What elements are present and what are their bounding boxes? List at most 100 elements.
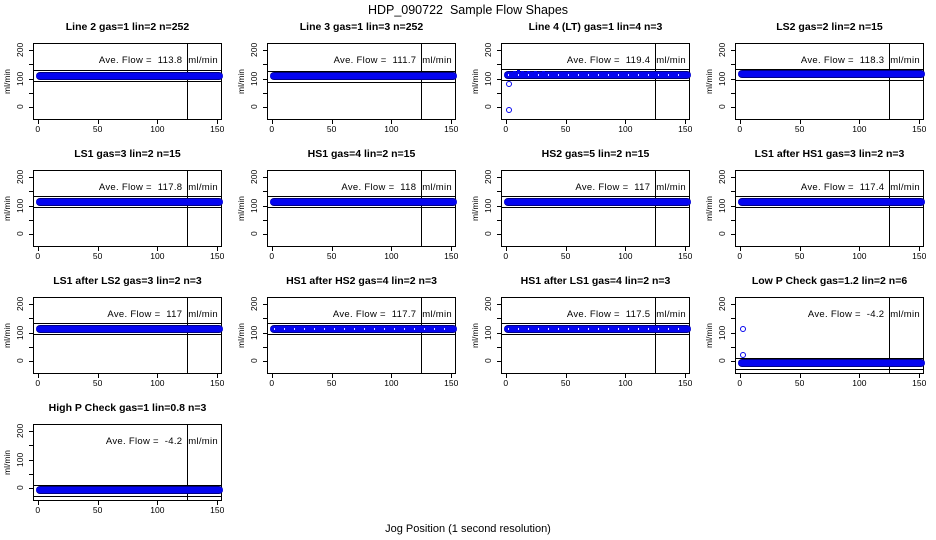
x-tick [97, 247, 99, 251]
x-tick [859, 120, 861, 124]
x-tick [391, 374, 393, 378]
x-tick-label: 100 [150, 378, 165, 388]
y-tick-label: 200 [483, 170, 493, 185]
flow-reference-line [268, 82, 455, 83]
data-band [269, 197, 457, 206]
ave-flow-text: Ave. Flow = 118 ml/min [341, 182, 452, 193]
x-tick [157, 247, 159, 251]
x-tick-label: 100 [618, 124, 633, 134]
above-band-point [521, 70, 525, 73]
flow-reference-line [736, 80, 923, 81]
x-tick-label: 150 [210, 124, 225, 134]
x-tick [799, 120, 801, 124]
flow-reference-line [502, 207, 689, 208]
y-minor-tick [731, 92, 735, 94]
flow-reference-line [34, 496, 221, 497]
y-minor-tick [29, 64, 33, 66]
vertical-reference-line [187, 425, 188, 500]
subplot-title: HS1 after HS2 gas=4 lin=2 n=3 [286, 275, 437, 287]
x-tick-label: 150 [678, 251, 693, 261]
y-axis-label: ml/min [236, 322, 246, 349]
above-band-point [534, 70, 538, 73]
x-tick-label: 100 [384, 378, 399, 388]
y-minor-tick [497, 191, 501, 193]
y-tick [263, 78, 267, 80]
x-tick [37, 247, 39, 251]
above-band-point [527, 70, 531, 73]
y-tick-label: 0 [483, 231, 493, 237]
y-tick-label: 200 [717, 170, 727, 185]
y-tick [731, 332, 735, 334]
plot-box: Ave. Flow = 118.3 ml/min [735, 43, 925, 120]
y-tick-label: 100 [15, 198, 25, 213]
vertical-reference-line [655, 171, 656, 246]
x-tick [685, 374, 687, 378]
x-tick-label: 100 [618, 378, 633, 388]
figure-title: HDP_090722 Sample Flow Shapes [367, 3, 569, 17]
x-tick-label: 150 [912, 378, 927, 388]
x-tick [37, 120, 39, 124]
x-tick [157, 501, 159, 505]
y-tick-label: 0 [717, 104, 727, 110]
y-minor-tick [263, 318, 267, 320]
y-tick [263, 205, 267, 207]
y-minor-tick [731, 191, 735, 193]
subplot-title: LS2 gas=2 lin=2 n=15 [776, 21, 883, 33]
flow-reference-line [268, 71, 455, 72]
outlier-point [506, 107, 513, 114]
band-speckle [507, 327, 687, 330]
plot-box: Ave. Flow = -4.2 ml/min [735, 297, 925, 374]
y-axis-label: ml/min [2, 449, 12, 476]
above-band-point [541, 71, 545, 74]
ave-flow-text: Ave. Flow = 117.4 ml/min [800, 182, 920, 193]
y-axis-label: ml/min [704, 68, 714, 95]
plot-box: Ave. Flow = 117.5 ml/min [501, 297, 691, 374]
x-tick [331, 247, 333, 251]
y-axis-label: ml/min [704, 195, 714, 222]
y-axis-label: ml/min [2, 322, 12, 349]
y-tick-label: 100 [15, 71, 25, 86]
ave-flow-text: Ave. Flow = 117 ml/min [107, 309, 218, 320]
data-band [737, 359, 925, 368]
subplot: LS1 after HS1 gas=3 lin=2 n=3 ml/min 0 100 2… [702, 147, 936, 274]
y-minor-tick [29, 219, 33, 221]
y-minor-tick [731, 318, 735, 320]
x-tick-label: 50 [92, 505, 103, 515]
x-tick [271, 120, 273, 124]
vertical-reference-line [421, 44, 422, 119]
x-tick [37, 501, 39, 505]
y-minor-tick [263, 219, 267, 221]
x-tick-label: 50 [92, 124, 103, 134]
y-tick-label: 200 [717, 297, 727, 312]
subplot: HS2 gas=5 lin=2 n=15 ml/min 0 100 200 0 50 100 1… [468, 147, 702, 274]
x-tick [625, 374, 627, 378]
x-tick [271, 247, 273, 251]
outlier-point [740, 352, 747, 359]
y-minor-tick [263, 346, 267, 348]
x-tick [505, 374, 507, 378]
x-tick-label: 100 [852, 378, 867, 388]
y-tick-label: 0 [249, 358, 259, 364]
plot-box: Ave. Flow = 117 ml/min [33, 297, 223, 374]
x-tick-label: 100 [150, 124, 165, 134]
x-tick [799, 374, 801, 378]
x-tick [685, 120, 687, 124]
x-tick-label: 100 [150, 251, 165, 261]
x-tick [451, 120, 453, 124]
y-tick [497, 304, 501, 306]
subplot-title: Line 3 gas=1 lin=3 n=252 [299, 21, 424, 33]
x-tick-label: 0 [35, 505, 41, 515]
x-tick [685, 247, 687, 251]
y-tick-label: 100 [15, 452, 25, 467]
x-tick-label: 0 [737, 124, 743, 134]
ave-flow-text: Ave. Flow = 118.3 ml/min [800, 55, 920, 66]
ave-flow-text: Ave. Flow = 117.7 ml/min [332, 309, 452, 320]
flow-reference-line [736, 69, 923, 70]
x-tick [739, 374, 741, 378]
y-tick [497, 234, 501, 236]
y-axis-label: ml/min [470, 68, 480, 95]
flow-reference-line [502, 69, 689, 70]
vertical-reference-line [655, 44, 656, 119]
y-tick-label: 100 [249, 71, 259, 86]
y-tick [29, 177, 33, 179]
